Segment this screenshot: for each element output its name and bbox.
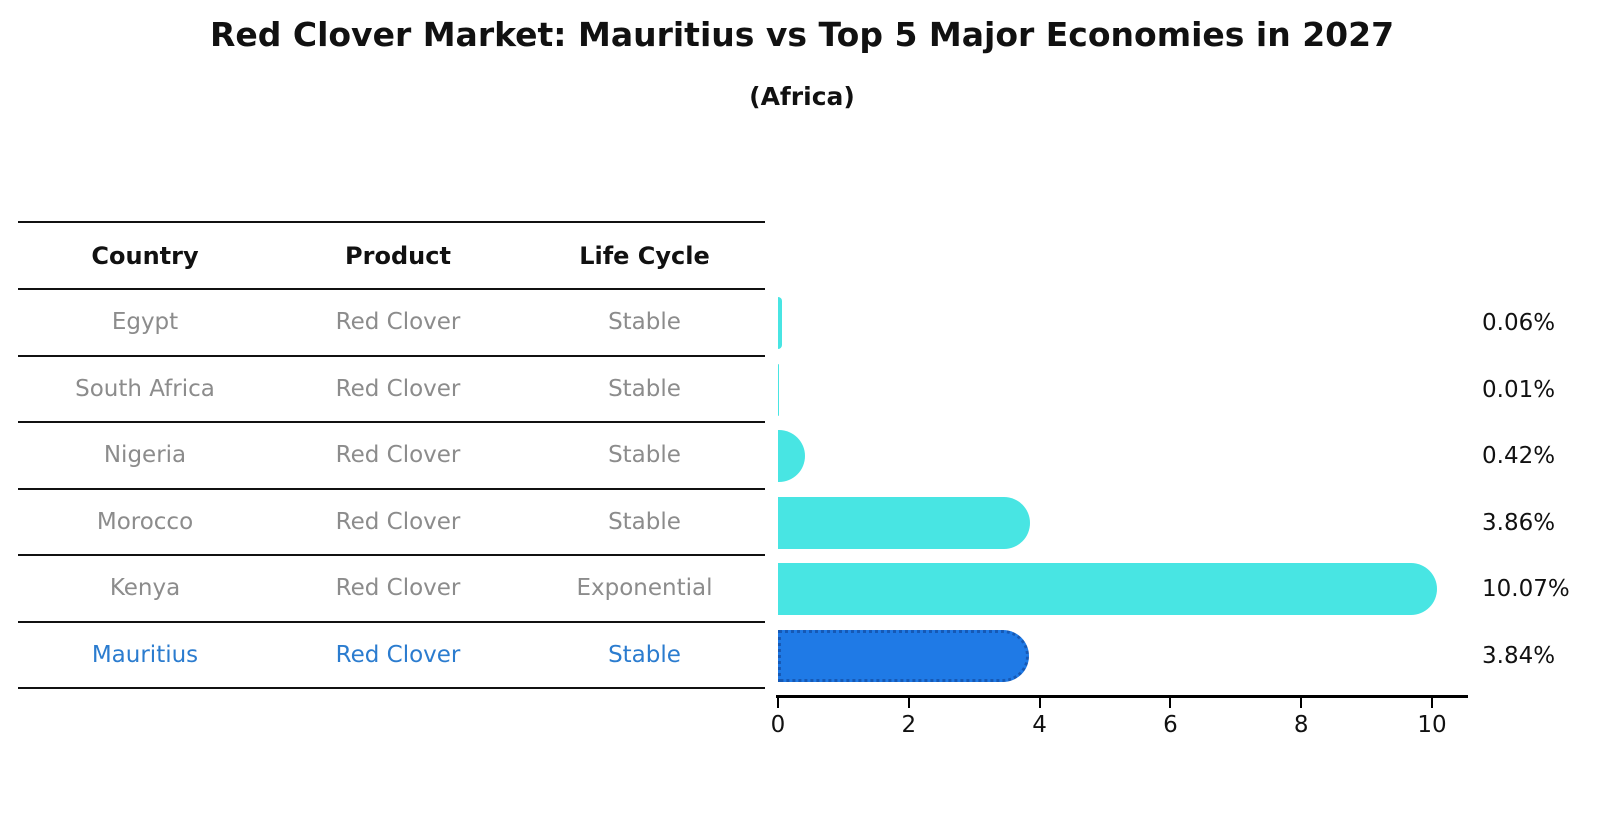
- column-header-country: Country: [91, 241, 199, 270]
- cell-country: Morocco: [96, 508, 194, 535]
- x-axis-tick: [907, 698, 910, 708]
- column-header-product: Product: [345, 241, 451, 270]
- table-row-kenya: Kenya Red Clover Exponential: [18, 556, 765, 623]
- value-label: 3.86%: [1482, 510, 1556, 536]
- bar-nigeria: [778, 430, 805, 482]
- x-axis: [776, 695, 1468, 698]
- value-label: 0.01%: [1482, 377, 1556, 403]
- cell-country: South Africa: [75, 375, 215, 402]
- cell-product: Red Clover: [335, 575, 461, 602]
- bar-egypt: [778, 297, 782, 349]
- value-label: 10.07%: [1482, 576, 1570, 602]
- bar-mauritius-highlighted: [778, 630, 1029, 682]
- x-axis-tick: [777, 698, 779, 708]
- table-row-south-africa: South Africa Red Clover Stable: [18, 357, 765, 423]
- cell-country: Kenya: [109, 575, 181, 602]
- cell-life-cycle: Stable: [608, 375, 681, 402]
- cell-product: Red Clover: [335, 442, 461, 469]
- cell-life-cycle: Stable: [608, 309, 681, 336]
- x-axis-tick: [1300, 698, 1303, 708]
- x-axis-tick-label: 6: [1163, 712, 1178, 738]
- x-axis-tick: [1431, 698, 1433, 708]
- cell-life-cycle: Exponential: [576, 575, 713, 602]
- column-header-life-cycle: Life Cycle: [579, 241, 710, 270]
- cell-product: Red Clover: [335, 375, 461, 402]
- table-row-nigeria: Nigeria Red Clover Stable: [18, 423, 765, 490]
- x-axis-tick-label: 2: [901, 712, 917, 738]
- cell-life-cycle: Stable: [608, 442, 681, 469]
- page-subtitle: (Africa): [749, 82, 855, 111]
- bar-morocco: [778, 497, 1030, 549]
- cell-country: Egypt: [111, 309, 179, 336]
- cell-product: Red Clover: [335, 309, 461, 336]
- table-row-egypt: Egypt Red Clover Stable: [18, 290, 765, 357]
- cell-product: Red Clover: [335, 508, 461, 535]
- cell-product: Red Clover: [335, 641, 461, 668]
- table-header-row: Country Product Life Cycle: [18, 221, 765, 290]
- cell-country: Nigeria: [103, 442, 187, 469]
- cell-life-cycle: Stable: [608, 641, 681, 668]
- bar-kenya: [778, 563, 1437, 615]
- x-axis-tick: [1169, 698, 1172, 708]
- market-table: Country Product Life Cycle Egypt Red Clo…: [18, 221, 765, 689]
- value-label: 0.42%: [1482, 443, 1556, 469]
- value-label: 3.84%: [1482, 643, 1556, 669]
- table-row-mauritius: Mauritius Red Clover Stable: [18, 623, 765, 689]
- bar-south-africa: [778, 364, 779, 416]
- table-row-morocco: Morocco Red Clover Stable: [18, 490, 765, 556]
- page-title: Red Clover Market: Mauritius vs Top 5 Ma…: [209, 15, 1395, 54]
- value-label: 0.06%: [1482, 310, 1556, 336]
- x-axis-tick-label: 0: [770, 712, 786, 738]
- cell-country: Mauritius: [91, 641, 199, 668]
- x-axis-tick: [1038, 698, 1041, 708]
- x-axis-tick-label: 8: [1293, 712, 1309, 738]
- x-axis-tick-label: 4: [1032, 712, 1047, 738]
- x-axis-tick-label: 10: [1417, 712, 1447, 738]
- cell-life-cycle: Stable: [608, 508, 681, 535]
